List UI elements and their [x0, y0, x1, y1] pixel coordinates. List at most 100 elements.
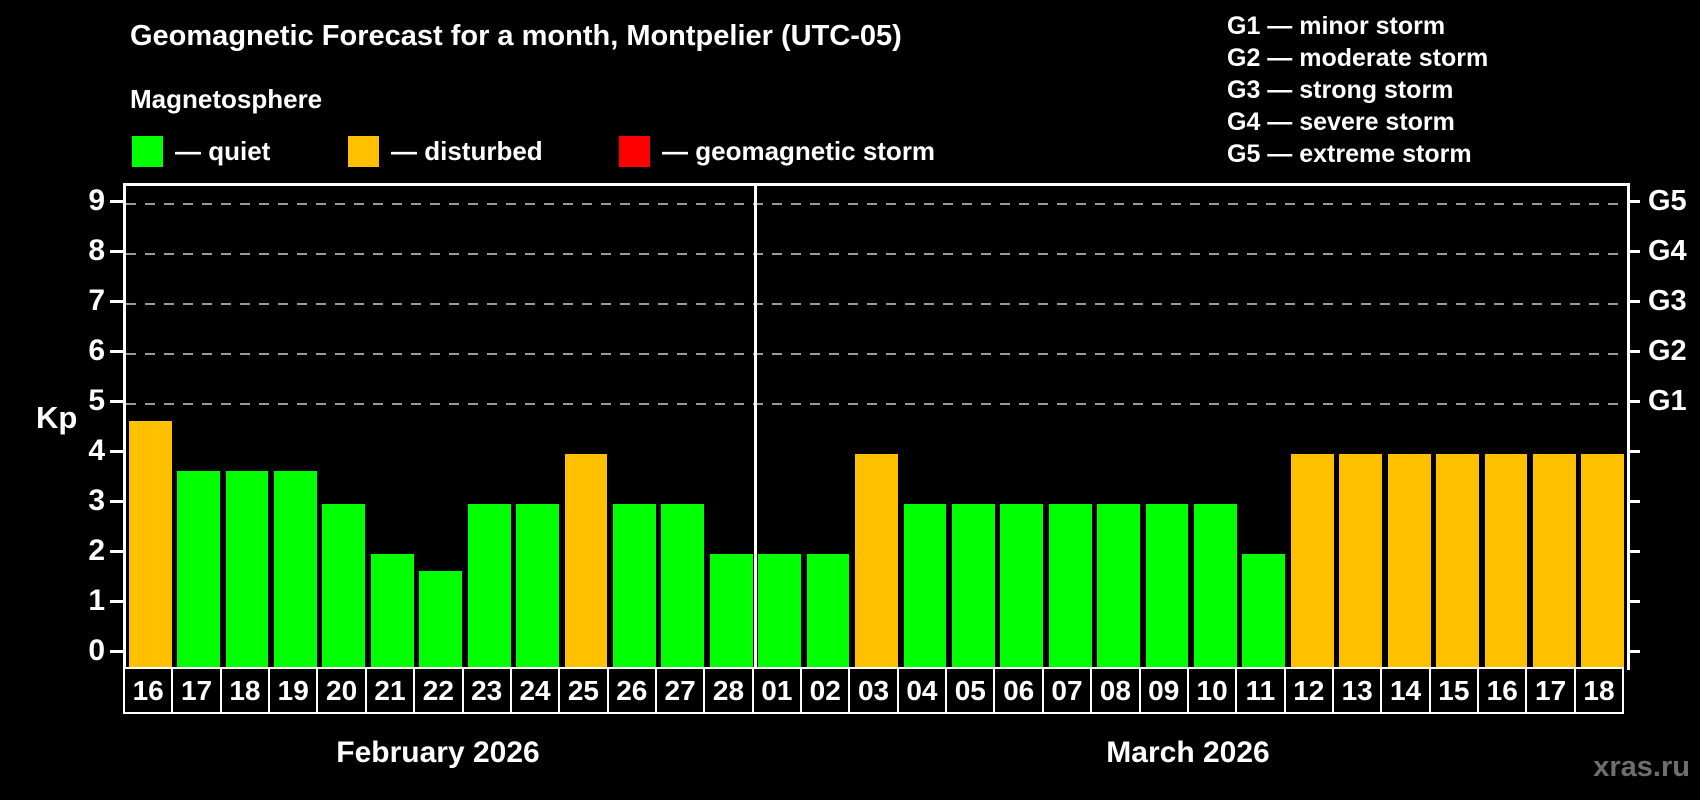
day-label-10: 10 [1186, 669, 1235, 712]
day-label-22: 22 [413, 669, 461, 712]
y-tick-label-9: 9 [88, 184, 105, 217]
y-tick-right-3 [1627, 499, 1640, 503]
y-tick-left-9 [110, 199, 123, 203]
right-axis-label-G5: G5 [1648, 185, 1687, 217]
bar-march-18 [1581, 454, 1625, 670]
bar-february-24 [516, 504, 559, 670]
day-label-28: 28 [703, 669, 751, 712]
y-tick-right-5 [1627, 399, 1640, 403]
day-label-24: 24 [509, 669, 558, 712]
g5-legend-line: G5 — extreme storm [1227, 140, 1472, 168]
bar-march-16 [1484, 454, 1528, 670]
bar-february-27 [661, 504, 705, 670]
day-label-15: 15 [1428, 669, 1477, 712]
bar-february-21 [370, 554, 414, 670]
legend-label: — geomagnetic storm [662, 135, 936, 166]
day-label-16: 16 [132, 674, 164, 706]
y-tick-right-2 [1627, 549, 1640, 553]
bar-march-15 [1436, 454, 1479, 670]
y-tick-left-6 [110, 349, 123, 353]
y-tick-label-0: 0 [88, 634, 105, 667]
g1-legend-line: G1 — minor storm [1227, 12, 1446, 40]
right-axis-label-G2: G2 [1648, 335, 1687, 367]
bar-march-17 [1532, 454, 1576, 670]
bar-march-02 [806, 554, 850, 670]
day-label-03: 03 [848, 669, 896, 712]
disturbed-color-swatch [348, 135, 379, 167]
legend-item-quiet: — quiet [132, 133, 270, 169]
y-tick-label-3: 3 [88, 484, 105, 517]
day-label-18: 18 [1573, 669, 1622, 712]
gridline-kp-6 [126, 353, 1627, 355]
bar-march-08 [1097, 504, 1140, 670]
bar-march-01 [758, 554, 802, 670]
day-label-06: 06 [993, 669, 1041, 712]
day-label-05: 05 [945, 669, 993, 712]
y-tick-left-3 [110, 499, 123, 503]
y-tick-label-2: 2 [88, 534, 105, 567]
storm-scale-legend: G1 — minor storm G2 — moderate storm G3 … [1227, 10, 1488, 170]
bar-march-04 [903, 504, 947, 670]
y-tick-label-6: 6 [88, 334, 105, 367]
y-tick-right-4 [1627, 449, 1640, 453]
day-label-09: 09 [1138, 669, 1187, 712]
bar-march-12 [1290, 454, 1334, 670]
plot-area [123, 183, 1630, 670]
y-tick-right-9 [1627, 199, 1640, 203]
legend-item-disturbed: — disturbed [348, 133, 543, 169]
bar-march-10 [1194, 504, 1237, 670]
day-label-26: 26 [606, 669, 655, 712]
page-title: Geomagnetic Forecast for a month, Montpe… [130, 20, 902, 52]
day-label-11: 11 [1235, 669, 1283, 712]
y-tick-left-4 [110, 449, 123, 453]
bar-march-07 [1048, 504, 1092, 670]
y-tick-left-2 [110, 549, 123, 553]
y-tick-label-5: 5 [88, 384, 105, 417]
month-caption-february: February 2026 [336, 736, 540, 769]
bar-march-05 [951, 504, 995, 670]
bar-march-09 [1145, 504, 1189, 670]
y-axis-title: Kp [36, 400, 78, 435]
day-label-19: 19 [268, 669, 316, 712]
y-tick-label-7: 7 [88, 284, 105, 317]
legend-label: — disturbed [391, 135, 543, 166]
bar-february-26 [613, 504, 656, 670]
bar-february-23 [467, 504, 511, 670]
y-tick-label-1: 1 [88, 584, 105, 617]
y-tick-label-8: 8 [88, 234, 105, 267]
right-axis-label-G1: G1 [1648, 385, 1687, 417]
day-label-07: 07 [1041, 669, 1090, 712]
y-tick-right-0 [1627, 649, 1640, 653]
bar-february-22 [419, 570, 463, 670]
day-label-01: 01 [751, 669, 800, 712]
right-axis-label-G4: G4 [1648, 235, 1687, 267]
bar-march-14 [1387, 454, 1431, 670]
day-label-27: 27 [654, 669, 703, 712]
bar-february-19 [274, 470, 317, 670]
g3-legend-line: G3 — strong storm [1227, 76, 1454, 104]
x-axis-day-row: 16 17 18 19 20 21 22 23 24 25 26 27 28 01 02 03 04 05 06 07… [123, 667, 1624, 714]
month-caption-march: March 2026 [1106, 736, 1270, 769]
y-tick-left-7 [110, 299, 123, 303]
month-divider [753, 186, 757, 670]
g4-legend-line: G4 — severe storm [1227, 108, 1455, 136]
day-label-12: 12 [1283, 669, 1332, 712]
chart-subtitle: Magnetosphere [130, 84, 323, 114]
legend-item-storm: — geomagnetic storm [619, 133, 935, 169]
day-label-18: 18 [219, 669, 268, 712]
bar-february-25 [564, 454, 608, 670]
bar-march-11 [1242, 554, 1286, 670]
bar-february-20 [322, 504, 366, 670]
gridline-kp-9 [126, 203, 1627, 205]
bar-february-16 [128, 420, 172, 670]
day-label-08: 08 [1090, 669, 1138, 712]
bar-february-18 [225, 470, 269, 670]
day-label-04: 04 [896, 669, 945, 712]
y-tick-left-1 [110, 599, 123, 603]
bar-february-17 [177, 470, 221, 670]
y-tick-left-0 [110, 649, 123, 653]
day-label-14: 14 [1380, 669, 1428, 712]
bar-march-06 [1000, 504, 1044, 670]
legend-label: — quiet [175, 135, 271, 166]
gridline-kp-5 [126, 403, 1627, 405]
